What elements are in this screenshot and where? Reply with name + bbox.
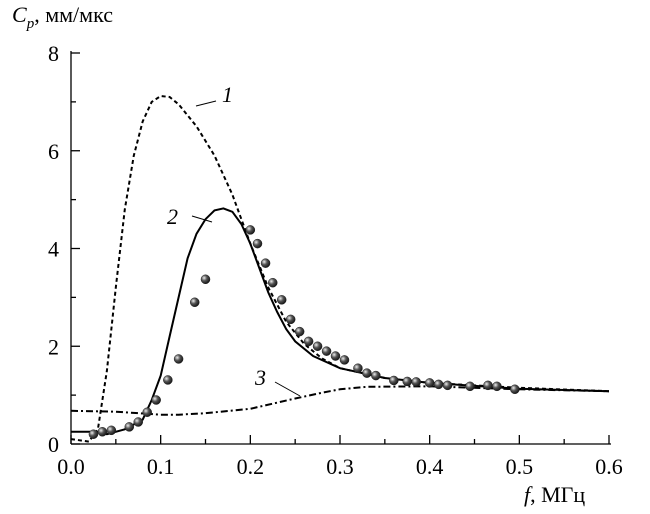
y-tick-label: 8 bbox=[48, 41, 59, 66]
data-point bbox=[245, 225, 256, 235]
data-point bbox=[163, 375, 173, 385]
data-point bbox=[402, 376, 412, 387]
x-tick-label: 0.5 bbox=[506, 454, 534, 479]
data-point bbox=[88, 429, 99, 439]
data-point bbox=[142, 407, 152, 417]
curve-label: 3 bbox=[254, 365, 266, 390]
y-tick-label: 6 bbox=[48, 139, 59, 164]
x-tick-label: 0.2 bbox=[237, 454, 265, 479]
leader-line bbox=[195, 100, 217, 107]
data-point bbox=[285, 314, 296, 325]
data-point bbox=[133, 417, 143, 427]
data-point bbox=[330, 351, 341, 361]
data-point bbox=[173, 354, 184, 364]
data-point bbox=[276, 295, 287, 305]
data-point bbox=[353, 363, 363, 373]
leader-line bbox=[274, 381, 301, 397]
data-point bbox=[252, 238, 263, 249]
data-point bbox=[294, 326, 305, 337]
data-point bbox=[124, 422, 135, 432]
y-axis-label: Cp, мм/мкс bbox=[12, 2, 113, 32]
data-point bbox=[465, 381, 475, 392]
data-point bbox=[321, 346, 332, 356]
data-point bbox=[424, 378, 435, 388]
y-tick-label: 0 bbox=[48, 432, 59, 457]
data-point bbox=[362, 368, 372, 378]
data-point bbox=[260, 258, 271, 268]
data-point bbox=[371, 370, 381, 381]
data-point bbox=[510, 384, 520, 395]
data-point bbox=[483, 380, 493, 391]
series-line bbox=[70, 94, 610, 443]
curve-label: 2 bbox=[167, 204, 178, 229]
data-point bbox=[492, 381, 502, 392]
curve-label: 1 bbox=[222, 82, 233, 107]
data-point bbox=[200, 274, 211, 285]
data-point bbox=[268, 277, 278, 288]
x-tick-label: 0.0 bbox=[57, 454, 85, 479]
y-tick-label: 4 bbox=[48, 237, 59, 262]
leader-line bbox=[191, 215, 213, 223]
x-tick-label: 0.6 bbox=[595, 454, 623, 479]
data-point bbox=[433, 379, 444, 390]
data-point bbox=[106, 425, 117, 436]
y-tick-label: 2 bbox=[48, 334, 59, 359]
data-point bbox=[151, 395, 161, 405]
data-point bbox=[389, 375, 399, 386]
data-point bbox=[411, 377, 421, 387]
data-point bbox=[303, 336, 314, 347]
x-tick-label: 0.1 bbox=[147, 454, 175, 479]
data-point bbox=[339, 355, 350, 365]
data-point bbox=[442, 380, 453, 391]
data-point bbox=[312, 341, 323, 351]
x-tick-label: 0.4 bbox=[416, 454, 444, 479]
x-tick-label: 0.3 bbox=[326, 454, 354, 479]
x-axis-label: f, МГц bbox=[524, 482, 585, 507]
data-point bbox=[189, 297, 200, 308]
data-point bbox=[97, 427, 108, 437]
